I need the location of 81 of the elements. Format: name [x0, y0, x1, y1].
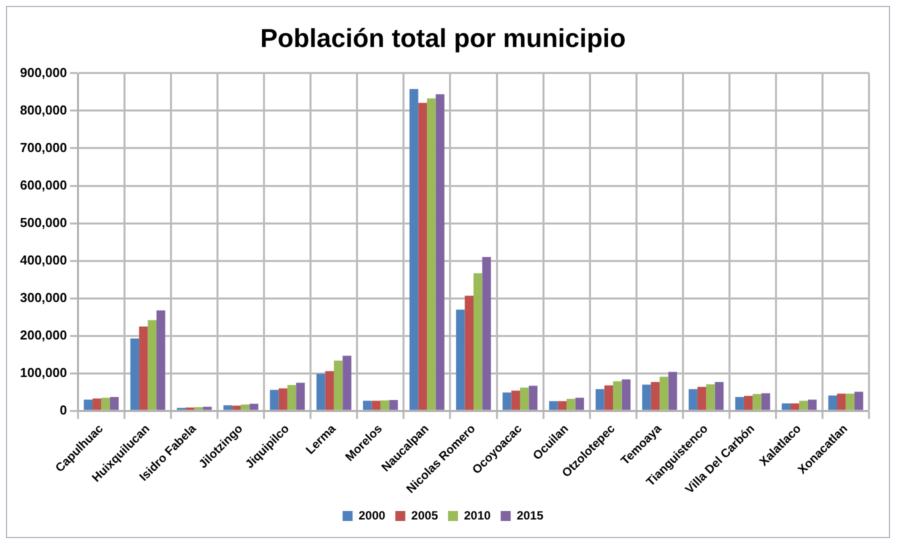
bar — [697, 386, 706, 410]
bar — [575, 398, 584, 410]
y-tick-label: 200,000 — [20, 327, 67, 342]
y-tick-label: 600,000 — [20, 177, 67, 192]
chart-title: Población total por municipio — [260, 22, 626, 53]
bar — [613, 381, 622, 410]
bar — [482, 257, 491, 410]
bar — [596, 389, 604, 410]
legend-label: 2000 — [358, 508, 386, 522]
bar — [622, 379, 631, 410]
bar — [334, 360, 343, 410]
bar — [660, 376, 668, 410]
bar — [744, 396, 753, 410]
bar — [270, 390, 279, 410]
bar — [194, 407, 204, 410]
bar — [410, 88, 418, 410]
bar — [528, 386, 538, 410]
bar — [714, 382, 724, 410]
bar — [735, 397, 744, 410]
bar — [278, 388, 288, 410]
bar — [250, 404, 258, 410]
bar — [549, 401, 558, 410]
bar — [362, 400, 372, 410]
y-tick-label: 400,000 — [20, 252, 67, 268]
bar — [799, 400, 808, 410]
bar — [837, 394, 846, 410]
y-tick-label: 700,000 — [20, 140, 67, 155]
bar — [706, 384, 715, 410]
bar — [464, 296, 474, 410]
bar — [854, 392, 864, 410]
y-tick-label: 900,000 — [20, 64, 67, 80]
bar — [650, 382, 660, 410]
legend-label: 2015 — [516, 508, 544, 522]
bar — [156, 310, 166, 410]
bar — [240, 404, 250, 410]
bar — [668, 372, 678, 410]
bar — [372, 400, 380, 410]
y-tick-label: 0 — [60, 402, 67, 418]
bar — [232, 406, 241, 410]
bar — [558, 401, 567, 410]
bar — [688, 389, 698, 410]
bar — [520, 388, 529, 410]
y-tick-label: 500,000 — [20, 214, 67, 230]
bar — [110, 397, 119, 410]
bar — [790, 403, 800, 410]
bar — [456, 310, 465, 410]
bar — [342, 356, 352, 410]
bar — [380, 400, 390, 410]
legend-label: 2005 — [411, 508, 438, 522]
y-tick-label: 800,000 — [20, 102, 67, 118]
bar — [502, 392, 512, 410]
bar — [203, 406, 212, 410]
bar — [148, 320, 157, 410]
bar — [604, 385, 614, 410]
bar — [566, 398, 576, 410]
bar — [752, 394, 762, 410]
y-tick-label: 100,000 — [20, 364, 67, 380]
bar — [139, 326, 148, 410]
bar — [84, 400, 93, 410]
bar — [828, 396, 838, 410]
bar — [846, 394, 854, 410]
bar — [287, 385, 296, 410]
bar — [436, 94, 444, 410]
bar — [418, 102, 427, 410]
bar — [101, 398, 110, 410]
bar — [642, 384, 651, 410]
bar — [782, 403, 790, 410]
bar — [325, 371, 334, 410]
bar — [426, 98, 436, 410]
y-tick-label: 300,000 — [20, 290, 67, 305]
bar — [511, 390, 520, 410]
bar — [389, 400, 398, 410]
legend-label: 2010 — [464, 508, 492, 522]
bar — [130, 338, 140, 410]
bar — [761, 393, 770, 410]
bar — [223, 405, 232, 410]
bar — [473, 273, 482, 410]
bar — [316, 374, 326, 410]
bar — [808, 400, 817, 410]
bar — [92, 398, 102, 410]
bar — [296, 382, 305, 410]
